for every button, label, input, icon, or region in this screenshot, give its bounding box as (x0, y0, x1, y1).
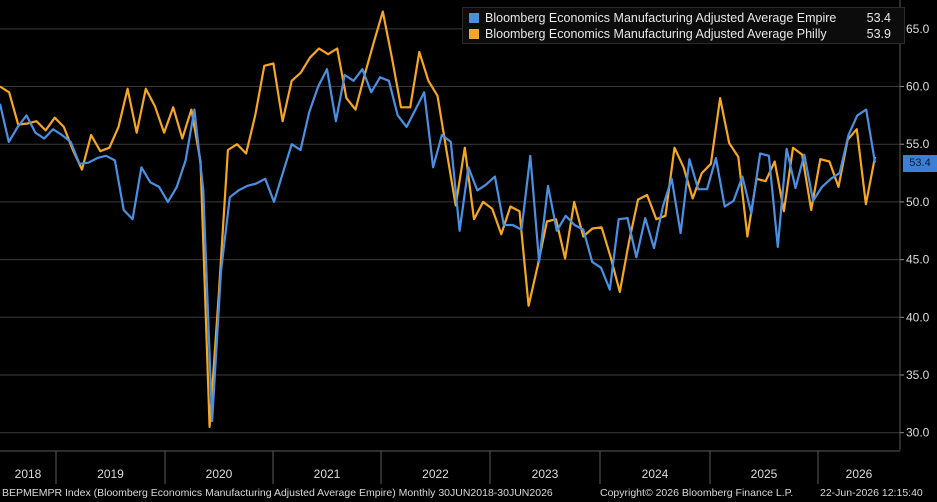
x-tick-label: 2020 (206, 467, 233, 481)
grid-lines (0, 28, 900, 434)
y-tick-label: 50.0 (906, 195, 930, 209)
x-tick-label: 2022 (422, 467, 449, 481)
y-axis: 30.0 35.0 40.0 45.0 50.0 55.0 60.0 65.0 (899, 0, 930, 450)
footer-ticker: BEPMEMPR Index (Bloomberg Economics Manu… (2, 487, 553, 499)
footer-copyright: Copyright© 2026 Bloomberg Finance L.P. (600, 487, 794, 499)
x-tick-label: 2018 (15, 467, 42, 481)
series-lines (0, 10, 877, 428)
x-tick-label: 2019 (97, 467, 124, 481)
x-tick-label: 2024 (642, 467, 669, 481)
footer: BEPMEMPR Index (Bloomberg Economics Manu… (0, 485, 937, 502)
y-tick-label: 30.0 (906, 426, 930, 440)
legend-value-empire: 53.4 (866, 11, 891, 25)
x-axis-band (0, 451, 900, 485)
y-tick-label: 40.0 (906, 310, 930, 324)
x-tick-label: 2023 (532, 467, 559, 481)
y-tick-label: 55.0 (906, 137, 930, 151)
legend-swatch-philly (469, 29, 479, 39)
legend-item-philly: Bloomberg Economics Manufacturing Adjust… (469, 26, 899, 42)
legend-label-philly: Bloomberg Economics Manufacturing Adjust… (485, 27, 827, 41)
series-line-philly (0, 10, 877, 428)
y-tick-label: 65.0 (906, 22, 930, 36)
series-line-empire (0, 68, 877, 423)
x-tick-label: 2025 (751, 467, 778, 481)
legend-item-empire: Bloomberg Economics Manufacturing Adjust… (469, 10, 899, 26)
legend-label-empire: Bloomberg Economics Manufacturing Adjust… (485, 11, 837, 25)
footer-timestamp: 22-Jun-2026 12:15:40 (820, 487, 923, 499)
legend-value-philly: 53.9 (866, 27, 891, 41)
y-tick-label: 45.0 (906, 253, 930, 267)
x-tick-label: 2026 (846, 467, 873, 481)
y-tick-label: 60.0 (906, 80, 930, 94)
x-axis: 2018 2019 2020 2021 2022 2023 2024 2025 2026 (0, 450, 900, 485)
x-tick-label: 2021 (314, 467, 341, 481)
last-value-tag: 53.4 (903, 154, 937, 172)
legend-swatch-empire (469, 13, 479, 23)
y-tick-label: 35.0 (906, 368, 930, 382)
line-chart: 2018 2019 2020 2021 2022 2023 2024 2025 2026 30.… (0, 0, 930, 485)
legend: Bloomberg Economics Manufacturing Adjust… (462, 7, 905, 44)
